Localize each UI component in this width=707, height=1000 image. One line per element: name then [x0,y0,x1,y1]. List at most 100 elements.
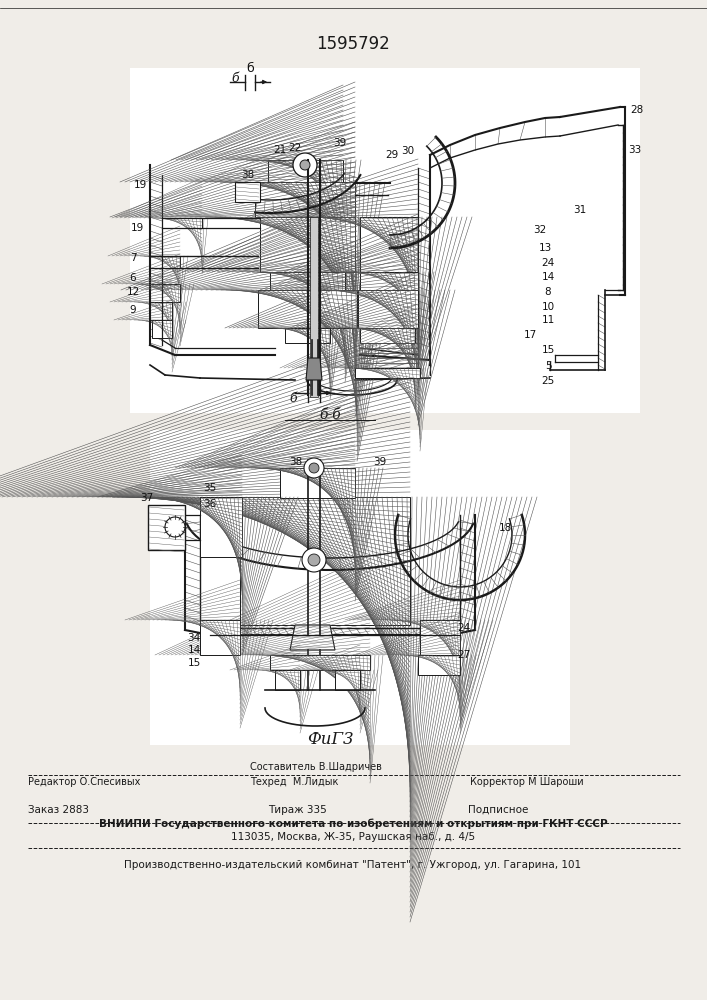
Text: Редактор О.Спесивых: Редактор О.Спесивых [28,777,141,787]
Text: б: б [289,391,297,404]
Text: 18: 18 [498,523,512,533]
Text: 30: 30 [402,146,414,156]
Text: 38: 38 [289,457,303,467]
Bar [235,182,260,202]
Text: 24: 24 [457,623,471,633]
Text: 35: 35 [204,483,216,493]
Bar [280,468,355,498]
Text: 36: 36 [204,499,216,509]
Circle shape [308,554,320,566]
Text: 19: 19 [134,180,146,190]
Bar [335,670,360,690]
Bar [270,655,370,670]
Text: 12: 12 [127,287,139,297]
Bar [162,218,202,228]
Polygon shape [290,625,335,650]
Text: 9: 9 [129,305,136,315]
Bar [150,430,570,745]
Bar [150,302,172,320]
Bar [360,272,418,290]
Text: 14: 14 [187,645,201,655]
Bar [358,290,418,328]
Text: 33: 33 [629,145,642,155]
Text: 11: 11 [542,315,554,325]
Bar [360,217,418,272]
Bar [310,217,318,397]
Bar [420,620,460,655]
Text: Производственно-издательский комбинат "Патент", г. Ужгород, ул. Гагарина, 101: Производственно-издательский комбинат "П… [124,860,582,870]
Bar [258,290,357,328]
Text: б: б [246,62,254,75]
Text: ФиΓ3: ФиΓ3 [307,732,354,748]
Circle shape [293,153,317,177]
Bar [355,368,420,378]
Text: 39: 39 [334,138,346,148]
Text: 39: 39 [373,457,387,467]
Bar [150,256,180,268]
Bar [420,620,460,655]
Bar [150,284,180,302]
Bar [260,217,355,272]
Text: Подписное: Подписное [468,805,528,815]
Text: 6: 6 [129,273,136,283]
Text: 28: 28 [631,105,643,115]
Circle shape [165,517,185,537]
Circle shape [300,160,310,170]
Text: 1595792: 1595792 [316,35,390,53]
Text: 21: 21 [274,145,286,155]
Bar [258,290,357,328]
Text: 14: 14 [542,272,554,282]
Bar [200,497,242,557]
Text: 37: 37 [141,493,153,503]
Text: 5: 5 [544,361,551,371]
Polygon shape [306,358,322,380]
Text: Корректор М Шароши: Корректор М Шароши [470,777,583,787]
Bar [200,620,240,655]
Bar [418,655,460,675]
Text: 7: 7 [129,253,136,263]
Bar [200,620,240,655]
Bar [285,328,330,343]
Text: 17: 17 [523,330,537,340]
Bar [268,160,343,182]
Bar [358,290,418,328]
Text: 24: 24 [542,258,554,268]
Bar [130,68,640,413]
Bar [148,505,185,550]
Bar [150,256,180,268]
Bar [418,655,460,675]
Text: Составитель В.Шадричев: Составитель В.Шадричев [250,762,382,772]
Text: Тираж 335: Тираж 335 [268,805,327,815]
Circle shape [304,458,324,478]
Text: 32: 32 [533,225,547,235]
Bar [360,328,415,343]
Text: 19: 19 [130,223,144,233]
Bar [275,670,300,690]
Bar [200,497,242,557]
Text: 10: 10 [542,302,554,312]
Text: 31: 31 [573,205,587,215]
Text: 113035, Москва, Ж-35, Раушская наб., д. 4/5: 113035, Москва, Ж-35, Раушская наб., д. … [231,832,475,842]
Bar [270,655,370,670]
Text: 22: 22 [288,143,302,153]
Text: Техред  М.Лидык: Техред М.Лидык [250,777,339,787]
Bar [268,160,343,182]
Bar [260,217,355,272]
Circle shape [302,548,326,572]
Bar [360,217,418,272]
Bar [360,328,415,343]
Text: 13: 13 [538,243,551,253]
Bar [270,272,345,290]
Bar [150,302,172,320]
Text: 34: 34 [187,633,201,643]
Circle shape [309,463,319,473]
Bar [280,468,355,498]
Bar [240,497,410,625]
Bar [335,670,360,690]
Bar [355,368,420,378]
Text: 38: 38 [241,170,255,180]
Bar [152,320,172,338]
Text: 15: 15 [187,658,201,668]
Text: 8: 8 [544,287,551,297]
Text: 15: 15 [542,345,554,355]
